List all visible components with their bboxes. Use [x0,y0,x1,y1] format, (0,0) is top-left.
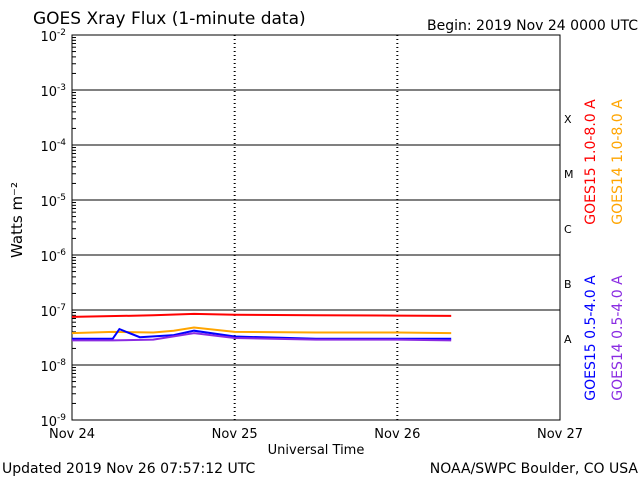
y-tick-label: 10-8 [40,358,66,375]
grid [72,35,560,420]
flare-class-label: B [564,278,572,291]
plot-frame [71,34,561,421]
y-axis-label: Watts m⁻² [8,182,26,258]
x-axis-label: Universal Time [268,443,365,458]
y-tick-label: 10-3 [40,83,66,100]
chart-title: GOES Xray Flux (1-minute data) [33,9,306,29]
x-axis: Nov 24 Nov 25 Nov 26 Nov 27 [49,427,583,442]
y-axis: 10-9 10-8 10-7 10-6 10-5 10-4 10-3 10-2 [40,28,80,430]
x-tick-label: Nov 26 [374,427,420,442]
y-tick-label: 10-9 [40,413,66,430]
x-tick-label: Nov 27 [537,427,583,442]
legend: GOES15 1.0-8.0 A GOES14 1.0-8.0 A GOES15 0… [583,99,626,401]
y-tick-label: 10-5 [40,193,66,210]
x-tick-label: Nov 24 [49,427,95,442]
flare-class-label: A [564,333,572,346]
credit: NOAA/SWPC Boulder, CO USA [430,461,639,477]
series-line [72,327,452,340]
flare-class-label: C [564,223,572,236]
legend-entry: GOES15 1.0-8.0 A [583,99,599,225]
y-tick-label: 10-4 [40,138,66,155]
series-line [72,332,452,342]
flare-class-label: M [564,168,574,181]
series-line [71,312,452,318]
x-tick-label: Nov 25 [212,427,258,442]
y-tick-label: 10-2 [40,28,66,45]
legend-entry: GOES15 0.5-4.0 A [583,275,599,401]
flare-class-labels: A B C M X [564,113,574,346]
legend-entry: GOES14 0.5-4.0 A [610,275,626,401]
series-lines [71,312,452,342]
y-tick-label: 10-6 [40,248,66,265]
y-tick-label: 10-7 [40,303,66,320]
legend-entry: GOES14 1.0-8.0 A [610,99,626,225]
begin-time: Begin: 2019 Nov 24 0000 UTC [427,18,638,34]
flare-class-label: X [564,113,572,126]
updated-time: Updated 2019 Nov 26 07:57:12 UTC [2,461,255,477]
